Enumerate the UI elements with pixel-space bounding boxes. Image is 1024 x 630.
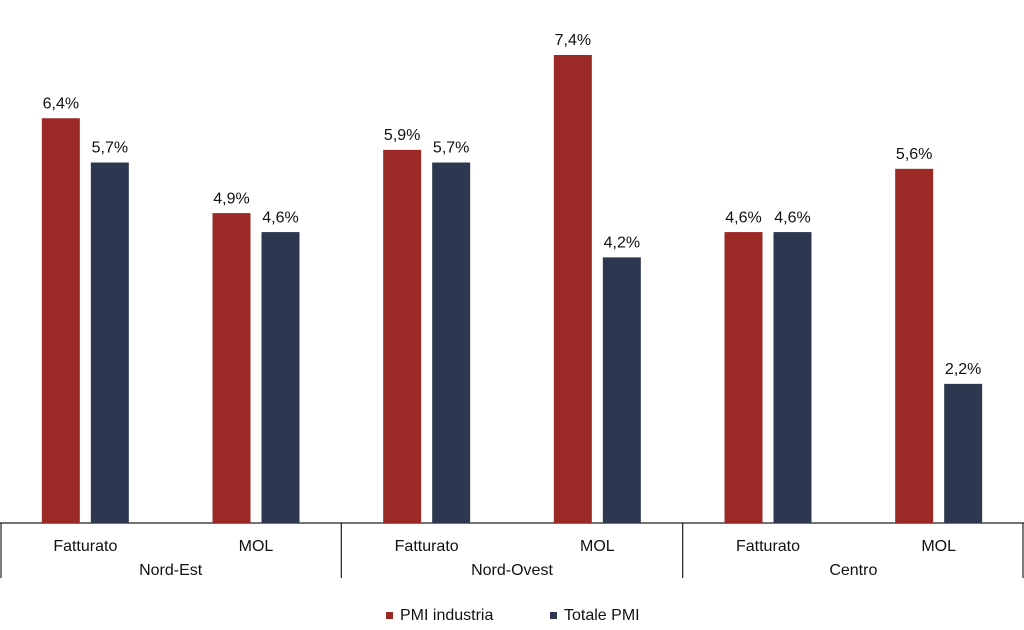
value-label: 5,7% <box>433 140 469 157</box>
value-label: 4,6% <box>774 209 810 226</box>
bar <box>432 162 471 523</box>
legend-label: PMI industria <box>400 607 493 624</box>
legend-swatch <box>550 612 557 619</box>
x-tick-label: MOL <box>580 538 615 555</box>
bar <box>944 383 983 523</box>
value-label: 5,9% <box>384 127 420 144</box>
x-tick-label: MOL <box>239 538 274 555</box>
value-label: 4,9% <box>213 190 249 207</box>
bar <box>261 232 300 523</box>
x-tick-label: Fatturato <box>53 538 117 555</box>
x-tick-label: Fatturato <box>736 538 800 555</box>
value-label: 7,4% <box>555 32 591 49</box>
value-label: 2,2% <box>945 361 981 378</box>
group-label: Nord-Est <box>139 562 203 579</box>
x-tick-label: MOL <box>921 538 956 555</box>
legend-swatch <box>386 612 393 619</box>
value-label: 4,6% <box>262 209 298 226</box>
bar <box>383 149 422 523</box>
bar <box>90 162 129 523</box>
bar <box>41 118 80 524</box>
bar <box>895 168 934 524</box>
value-label: 4,2% <box>604 235 640 252</box>
value-label: 5,7% <box>92 140 128 157</box>
value-label: 6,4% <box>43 95 79 112</box>
bar <box>212 213 251 524</box>
group-label: Nord-Ovest <box>471 562 553 579</box>
bar <box>724 232 763 523</box>
group-label: Centro <box>829 562 877 579</box>
bar <box>773 232 812 523</box>
bar <box>602 257 641 523</box>
x-tick-label: Fatturato <box>395 538 459 555</box>
value-label: 5,6% <box>896 146 932 163</box>
value-label: 4,6% <box>725 209 761 226</box>
bar <box>553 55 592 523</box>
legend-label: Totale PMI <box>564 607 640 624</box>
